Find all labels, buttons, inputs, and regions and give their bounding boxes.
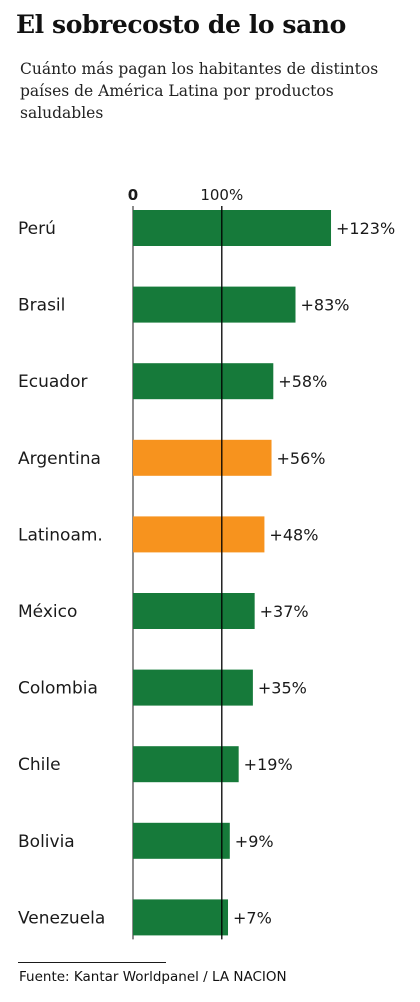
bar-per: [133, 210, 332, 246]
category-label: Bolivia: [18, 832, 75, 852]
value-label: +48%: [269, 525, 318, 544]
bar-venezuela: [133, 899, 229, 936]
source-note: Fuente: Kantar Worldpanel / LA NACION: [19, 969, 287, 985]
chart-subtitle: Cuánto más pagan los habitantes de disti…: [20, 60, 379, 122]
value-label: +123%: [336, 219, 395, 238]
category-label: Chile: [18, 755, 61, 775]
category-label: Latinoam.: [18, 525, 103, 545]
bar-mxico: [133, 593, 255, 629]
category-label: Ecuador: [18, 372, 87, 392]
source-divider: [18, 962, 166, 963]
chart-title: El sobrecosto de lo sano: [16, 10, 346, 39]
category-label: Venezuela: [18, 908, 105, 928]
axis-tick-label: 0: [128, 186, 138, 204]
value-label: +19%: [244, 755, 293, 774]
value-label: +83%: [301, 296, 350, 315]
bar-chart: 0 100% Perú +123% Brasil +83% Ecuador +58% Argen…: [18, 186, 395, 940]
value-label: +9%: [235, 832, 274, 851]
bar-bolivia: [133, 822, 230, 859]
bar-ecuador: [133, 363, 274, 400]
bar-latinoam: [133, 516, 265, 553]
bar-colombia: [133, 669, 253, 706]
value-label: +56%: [277, 449, 326, 468]
category-label: México: [18, 602, 77, 622]
bar-argentina: [133, 439, 272, 476]
bar-brasil: [133, 286, 296, 323]
category-label: Argentina: [18, 449, 101, 469]
category-label: Brasil: [18, 296, 65, 316]
value-label: +7%: [233, 908, 272, 927]
axis-tick-label: 100%: [200, 186, 243, 204]
bar-chile: [133, 746, 239, 783]
category-label: Perú: [18, 219, 56, 239]
value-label: +58%: [278, 372, 327, 391]
value-label: +35%: [258, 679, 307, 698]
category-label: Colombia: [18, 679, 98, 699]
value-label: +37%: [260, 602, 309, 621]
